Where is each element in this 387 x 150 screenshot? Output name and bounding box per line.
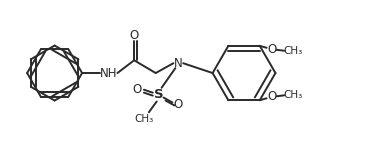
Text: O: O xyxy=(130,29,139,42)
Text: NH: NH xyxy=(100,67,117,80)
Text: O: O xyxy=(132,83,142,96)
Text: O: O xyxy=(267,43,276,56)
Text: O: O xyxy=(174,98,183,111)
Text: S: S xyxy=(154,88,163,101)
Text: N: N xyxy=(174,57,183,70)
Text: CH₃: CH₃ xyxy=(284,46,303,56)
Text: CH₃: CH₃ xyxy=(134,114,154,124)
Text: CH₃: CH₃ xyxy=(284,90,303,100)
Text: O: O xyxy=(267,90,276,103)
